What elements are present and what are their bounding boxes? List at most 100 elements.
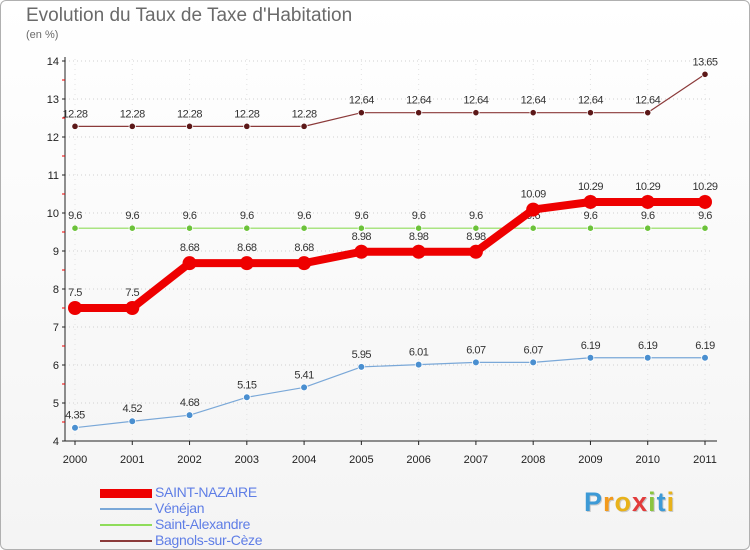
data-point-bagnols-sur-c-ze-2004 [300,122,308,130]
data-point-saint-alexandre-2003 [243,224,251,232]
data-point-v-n-jan-2011 [701,353,709,362]
data-label-saint-alexandre-2009: 9.6 [584,210,598,222]
data-label-bagnols-sur-c-ze-2010: 12.64 [635,95,660,107]
x-tick-label-2002: 2002 [177,454,201,466]
data-point-bagnols-sur-c-ze-2001 [128,122,136,130]
data-point-saint-nazaire-2000 [68,301,82,315]
legend-swatch-bagnols-sur-c-ze [100,540,152,542]
data-label-bagnols-sur-c-ze-2011: 13.65 [692,56,717,68]
x-tick-label-2001: 2001 [120,454,144,466]
legend-label-saint-alexandre: Saint-Alexandre [155,516,251,532]
data-label-bagnols-sur-c-ze-2007: 12.64 [463,95,488,107]
data-label-bagnols-sur-c-ze-2000: 12.28 [62,108,87,120]
data-point-saint-alexandre-2000 [71,224,79,232]
data-label-bagnols-sur-c-ze-2005: 12.64 [349,95,374,107]
data-point-saint-alexandre-2004 [300,224,308,232]
data-point-bagnols-sur-c-ze-2005 [357,109,365,117]
x-tick-label-2004: 2004 [292,454,316,466]
data-label-bagnols-sur-c-ze-2001: 12.28 [120,108,145,120]
data-point-bagnols-sur-c-ze-2011 [701,70,709,78]
legend-label-v-n-jan: Vénéjan [155,500,205,516]
y-tick-label-9: 9 [53,246,59,258]
legend-label-bagnols-sur-c-ze: Bagnols-sur-Cèze [155,532,263,548]
data-point-v-n-jan-2008 [529,358,537,367]
data-point-saint-nazaire-2005 [354,244,369,259]
x-tick-label-2005: 2005 [349,454,373,466]
logo-letter: o [614,487,633,517]
data-label-bagnols-sur-c-ze-2004: 12.28 [292,108,317,120]
data-label-v-n-jan-2001: 4.52 [123,403,143,415]
legend-swatch-saint-alexandre [100,524,152,526]
data-label-saint-alexandre-2005: 9.6 [354,210,368,222]
logo-letter: r [603,487,615,517]
data-point-v-n-jan-2007 [472,358,480,367]
data-label-v-n-jan-2011: 6.19 [695,340,715,352]
data-point-v-n-jan-2010 [643,353,652,362]
data-point-saint-alexandre-2007 [472,224,480,232]
data-point-saint-nazaire-2004 [297,256,312,271]
data-point-bagnols-sur-c-ze-2009 [586,109,595,117]
data-point-saint-nazaire-2010 [640,194,655,209]
x-tick-label-2000: 2000 [63,454,87,466]
logo-letter: x [632,487,649,517]
data-label-bagnols-sur-c-ze-2009: 12.64 [578,95,603,107]
data-point-saint-alexandre-2005 [357,224,365,232]
data-point-saint-nazaire-2011 [698,194,712,209]
data-label-v-n-jan-2000: 4.35 [65,410,85,422]
series-line-saint-nazaire [75,197,705,312]
data-label-saint-alexandre-2004: 9.6 [297,210,311,222]
y-tick-label-14: 14 [47,56,59,68]
data-label-v-n-jan-2005: 5.95 [352,349,372,361]
y-tick-label-12: 12 [47,132,59,144]
data-label-bagnols-sur-c-ze-2003: 12.28 [234,108,259,120]
data-label-saint-nazaire-2010: 10.29 [635,181,660,193]
data-point-v-n-jan-2000 [71,423,79,432]
data-point-saint-nazaire-2007 [468,244,483,259]
data-point-v-n-jan-2004 [300,383,308,392]
legend-swatch-v-n-jan [100,508,152,510]
y-tick-label-7: 7 [53,322,59,334]
data-label-saint-nazaire-2005: 8.98 [352,231,372,243]
series-line-bagnols-sur-c-ze [75,73,706,127]
y-tick-label-4: 4 [53,436,59,448]
y-tick-label-8: 8 [53,284,59,296]
x-tick-label-2009: 2009 [578,454,602,466]
x-tick-label-2011: 2011 [693,454,717,466]
data-label-v-n-jan-2003: 5.15 [237,379,257,391]
x-tick-label-2008: 2008 [521,454,545,466]
y-tick-label-6: 6 [53,360,59,372]
data-label-v-n-jan-2007: 6.07 [466,344,486,356]
data-point-bagnols-sur-c-ze-2003 [243,122,251,130]
data-point-saint-nazaire-2006 [411,244,426,259]
logo-letter: t [656,487,667,517]
logo-letter: i [666,487,676,517]
data-label-v-n-jan-2008: 6.07 [523,344,543,356]
data-point-saint-alexandre-2011 [701,224,709,232]
data-label-saint-alexandre-2003: 9.6 [240,210,254,222]
data-label-saint-alexandre-2001: 9.6 [125,210,139,222]
data-label-saint-alexandre-2011: 9.6 [698,210,712,222]
data-point-bagnols-sur-c-ze-2008 [529,109,537,117]
data-point-bagnols-sur-c-ze-2002 [185,122,194,130]
data-point-saint-nazaire-2008 [526,202,541,217]
data-label-v-n-jan-2006: 6.01 [409,347,429,359]
data-point-saint-alexandre-2001 [128,224,136,232]
x-tick-label-2007: 2007 [464,454,488,466]
data-label-saint-alexandre-2010: 9.6 [641,210,655,222]
data-label-saint-nazaire-2000: 7.5 [68,287,82,299]
data-label-saint-nazaire-2004: 8.68 [294,242,314,254]
data-label-v-n-jan-2004: 5.41 [294,369,314,381]
logo-letter: P [584,487,604,517]
data-label-saint-nazaire-2003: 8.68 [237,242,257,254]
data-point-v-n-jan-2001 [128,417,137,426]
data-label-saint-alexandre-2007: 9.6 [469,210,483,222]
data-point-v-n-jan-2009 [586,353,595,362]
data-label-bagnols-sur-c-ze-2008: 12.64 [521,95,546,107]
y-tick-label-5: 5 [53,398,59,410]
data-point-saint-nazaire-2002 [182,256,197,271]
data-point-bagnols-sur-c-ze-2007 [472,109,480,117]
data-label-saint-nazaire-2007: 8.98 [466,231,486,243]
y-tick-label-10: 10 [47,208,59,220]
data-point-v-n-jan-2005 [357,363,366,371]
